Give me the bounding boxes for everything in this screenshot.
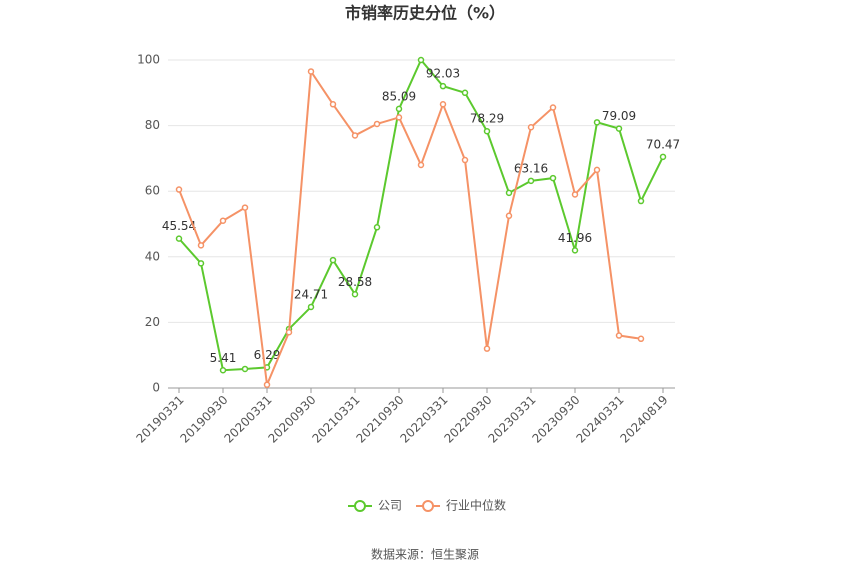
data-point: [483, 127, 491, 135]
legend-label: 公司: [378, 499, 402, 513]
data-point: [219, 217, 227, 224]
y-tick-label: 60: [145, 184, 160, 198]
x-tick-label: 20240819: [618, 393, 671, 446]
data-point: [197, 260, 205, 267]
data-point: [483, 345, 491, 352]
data-point: [461, 156, 469, 164]
data-label: 5.41: [210, 351, 237, 365]
data-label: 24.71: [294, 287, 328, 301]
series-line: [178, 58, 664, 372]
data-label: 28.58: [338, 275, 372, 289]
data-label: 78.29: [470, 112, 504, 126]
data-point: [219, 367, 227, 374]
data-label: 92.03: [426, 67, 460, 81]
data-point: [571, 247, 579, 254]
data-point: [439, 101, 447, 108]
y-tick-label: 40: [145, 249, 160, 263]
chart-title: 市销率历史分位（%）: [345, 4, 505, 23]
data-point: [593, 119, 601, 126]
data-point: [175, 186, 183, 193]
data-point: [549, 104, 557, 111]
data-point: [593, 166, 601, 174]
data-point: [329, 101, 337, 108]
data-point: [241, 204, 249, 211]
data-point: [571, 191, 579, 198]
legend-marker: [354, 500, 366, 512]
data-point: [373, 224, 381, 231]
data-point: [395, 105, 403, 113]
data-label: 85.09: [382, 89, 416, 103]
data-point: [461, 89, 469, 97]
data-label: 6.29: [254, 348, 281, 362]
data-point: [197, 242, 205, 249]
data-point: [615, 125, 623, 132]
data-label: 41.96: [558, 231, 592, 245]
data-label: 79.09: [602, 109, 636, 123]
data-point: [307, 303, 315, 311]
data-point: [263, 381, 271, 388]
data-point: [637, 197, 645, 205]
data-point: [439, 82, 447, 90]
data-label: 45.54: [162, 219, 196, 233]
data-point: [417, 161, 425, 169]
source-note: 数据来源：恒生聚源: [371, 547, 479, 562]
data-point: [373, 120, 381, 128]
data-point: [615, 332, 623, 339]
data-point: [351, 132, 359, 139]
data-point: [549, 174, 557, 182]
y-tick-label: 0: [152, 381, 160, 395]
data-point: [241, 365, 249, 373]
legend-marker: [422, 500, 435, 512]
data-point: [307, 68, 315, 75]
series-line: [178, 68, 642, 389]
data-point: [527, 123, 535, 131]
data-point: [417, 56, 425, 64]
data-point: [395, 114, 403, 121]
y-tick-label: 100: [137, 53, 160, 67]
data-point: [285, 328, 293, 336]
data-point: [505, 212, 513, 220]
y-tick-label: 20: [145, 315, 160, 329]
data-point: [351, 291, 359, 298]
data-point: [175, 235, 183, 242]
data-point: [505, 189, 513, 197]
data-point: [527, 177, 535, 185]
legend-label: 行业中位数: [446, 498, 506, 513]
y-tick-label: 80: [145, 118, 160, 132]
data-point: [637, 335, 645, 343]
data-point: [329, 256, 337, 264]
data-label: 70.47: [646, 137, 680, 151]
data-point: [659, 153, 667, 161]
